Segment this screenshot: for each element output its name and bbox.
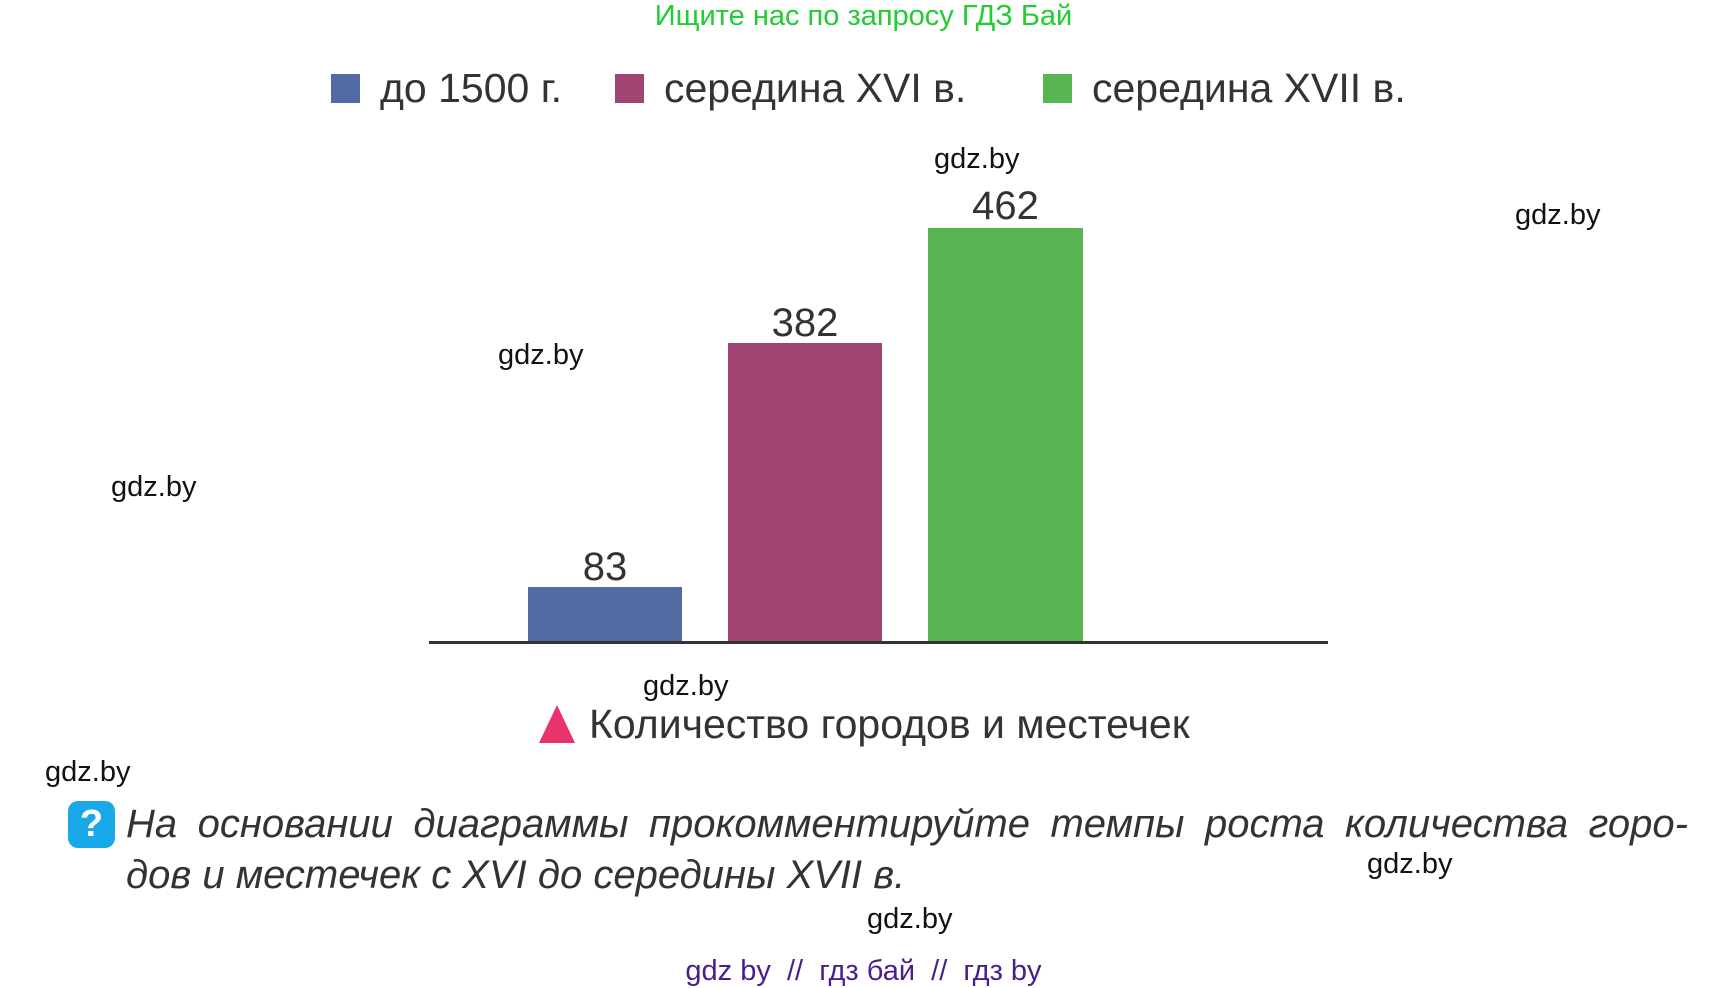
watermark: gdz.by [1515, 199, 1601, 231]
watermark: gdz.by [498, 339, 584, 371]
watermark: gdz.by [934, 143, 1020, 175]
chart-caption: Количество городов и местечек [539, 702, 1190, 746]
x-axis-line [429, 641, 1328, 644]
bar-value-label: 382 [771, 301, 839, 345]
site-banner: Ищите нас по запросу ГДЗ Бай [0, 0, 1727, 32]
watermark: gdz.by [643, 670, 729, 702]
watermark: gdz.by [1367, 848, 1453, 880]
watermark: gdz.by [111, 471, 197, 503]
question-icon: ? [68, 801, 115, 848]
legend-label: до 1500 г. [380, 65, 563, 111]
footer-text: gdz by // гдз бай // гдз by [685, 955, 1042, 987]
question-line-1: На основании диаграммы прокомментируйте … [126, 802, 1688, 846]
legend-swatch-icon [1043, 73, 1072, 103]
bar-value-label: 462 [972, 184, 1039, 228]
bar-before-1500 [528, 587, 682, 642]
legend-item-mid-16c: середина XVI в. [615, 65, 967, 111]
bar-value-label: 83 [582, 545, 628, 589]
legend-swatch-icon [615, 73, 644, 103]
bar-mid-17c [928, 228, 1083, 642]
legend-item-before-1500: до 1500 г. [331, 65, 563, 111]
legend-item-mid-17c: середина XVII в. [1043, 65, 1406, 111]
triangle-marker-icon [539, 705, 575, 743]
footer-links: gdz by // гдз бай // гдз by [0, 955, 1727, 987]
question-line-2: дов и местечек с XVI до середины XVII в. [126, 853, 906, 897]
watermark: gdz.by [867, 903, 953, 935]
site-banner-text: Ищите нас по запросу ГДЗ Бай [654, 0, 1073, 32]
watermark: gdz.by [45, 756, 131, 788]
chart-caption-text: Количество городов и местечек [589, 701, 1190, 747]
legend-swatch-icon [331, 73, 360, 103]
legend-label: середина XVI в. [664, 65, 967, 111]
bar-mid-16c [728, 343, 882, 642]
legend-label: середина XVII в. [1092, 65, 1406, 111]
